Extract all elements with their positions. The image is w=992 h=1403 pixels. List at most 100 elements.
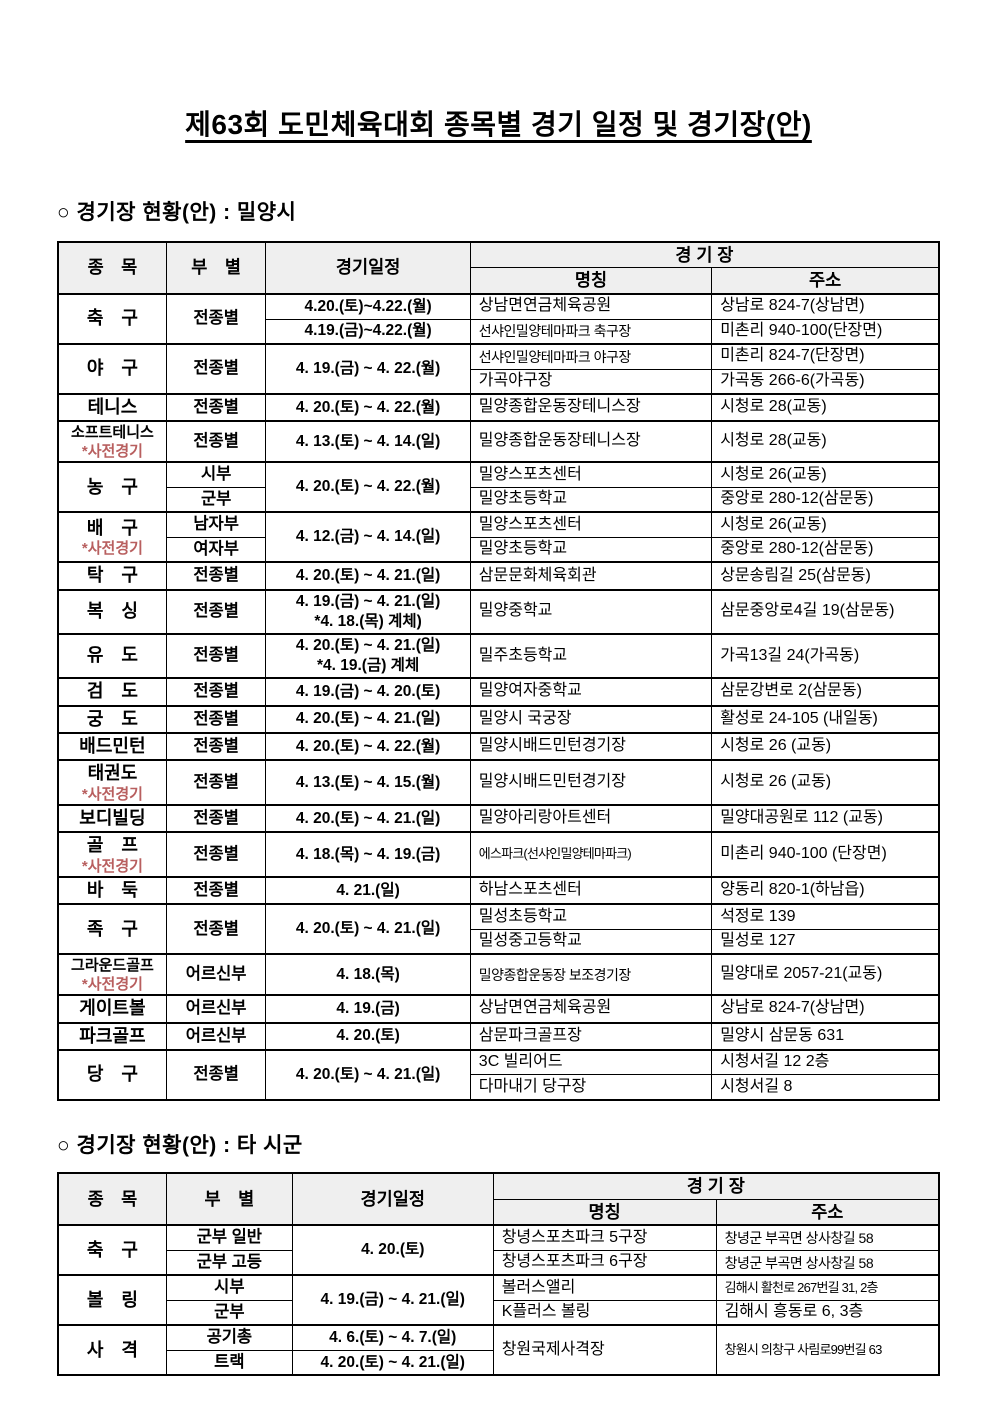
header-cell: 경 기 장 [492,1172,940,1200]
document-title-text: 제63회 도민체육대회 종목별 경기 일정 및 경기장(안) [185,109,812,140]
table-row: 트랙 4. 20.(토) ~ 4. 21.(일) [58,1349,939,1376]
table-row: 복 싱 전종별 4. 19.(금) ~ 4. 21.(일) *4. 18.(목) 계… [57,588,940,635]
schedule-cell: 4. 21.(일) [265,876,471,905]
schedule-cell: 4.19.(금)~4.22.(월) [265,318,471,345]
venue-address-cell: 시청로 26 (교동) [711,731,940,761]
sport-cell: 족 구 [57,903,167,955]
header-cell: 경기일정 [265,241,471,295]
schedule-cell: 4. 6.(토) ~ 4. 7.(일) [291,1324,494,1351]
division-cell: 트랙 [165,1349,293,1376]
venue-address-cell: 창원시 의창구 사림로99번길 63 [715,1324,940,1376]
table-body: 축 구 군부 일반 4. 20.(토) 창녕스포츠파크 5구장 창녕군 부곡면 상사창길… [57,1224,940,1376]
sport-cell: 축 구 [57,293,167,345]
venue-address-cell: 시청로 26 (교동) [711,759,940,806]
venue-address-cell: 미촌리 940-100(단장면) [711,318,940,345]
section-heading-other-cities: ○ 경기장 현황(안) : 타 시군 [57,1133,303,1157]
division-cell: 전종별 [165,343,267,395]
table-row: 사 격 공기총 4. 6.(토) ~ 4. 7.(일) 창원국제사격장 창원시 의창구 … [57,1324,940,1376]
venue-name-cell: 밀양시배드민턴경기장 [469,759,713,806]
sport-cell: 사 격 [57,1324,167,1376]
table-row: 4.19.(금)~4.22.(월) 선샤인밀양테마파크 축구장 미촌리 940-10… [58,318,940,345]
table-row: 당 구 전종별 4. 20.(토) ~ 4. 21.(일) 3C 빌리어드 시청서길 1… [57,1048,940,1101]
schedule-cell: 4. 20.(토) ~ 4. 21.(일) [291,1349,494,1376]
sport-cell: 바 둑 [57,876,167,905]
division-cell: 남자부 [165,511,267,538]
venue-name-cell: 밀성초등학교 [469,903,713,930]
venue-address-cell: 양동리 820-1(하남읍) [711,876,940,905]
division-cell: 전종별 [165,632,267,679]
sport-cell: 소프트테니스 *사전경기 [57,420,167,463]
schedule-cell: 4. 20.(토) [291,1224,494,1276]
division-cell: 전종별 [165,759,267,806]
venue-name-cell: 밀성중고등학교 [469,928,713,955]
division-cell: 전종별 [165,803,267,833]
document-title: 제63회 도민체육대회 종목별 경기 일정 및 경기장(안) [57,108,940,142]
header-cell: 주소 [711,267,940,296]
table-row: 명칭 주소 [58,267,940,296]
table-row: 배 구 *사전경기 남자부 4. 12.(금) ~ 4. 14.(일) 밀양스포츠센터 시… [57,511,940,563]
division-cell: 전종별 [165,561,267,591]
division-cell: 전종별 [165,588,267,635]
venue-name-cell: 밀양종합운동장 보조경기장 [469,953,713,996]
venue-name-cell: 밀양초등학교 [469,486,713,513]
pre-event-label: *사전경기 [81,857,143,875]
header-cell: 종 목 [57,1172,167,1226]
table-row: 농 구 시부 4. 20.(토) ~ 4. 22.(월) 밀양스포츠센터 시청로 26(… [57,461,940,513]
venue-name-cell: 하남스포츠센터 [469,876,713,905]
venue-address-cell: 밀양대공원로 112 (교동) [711,803,940,833]
schedule-cell: 4. 19.(금) [265,994,471,1024]
header-cell: 경기일정 [291,1172,494,1226]
section-heading-miryang: ○ 경기장 현황(안) : 밀양시 [57,200,297,224]
venue-address-cell: 활성로 24-105 (내일동) [711,704,940,734]
division-cell: 전종별 [165,393,267,422]
venue-name-cell: 삼문파크골프장 [469,1021,713,1051]
sport-cell: 테니스 [57,393,167,422]
schedule-cell: 4. 18.(목) ~ 4. 19.(금) [265,831,471,878]
venue-name-cell: 밀주초등학교 [469,632,713,679]
sport-cell: 배드민턴 [57,731,167,761]
schedule-cell: 4. 19.(금) ~ 4. 22.(월) [265,343,471,395]
header-cell: 부 별 [165,241,267,295]
venue-address-cell: 김해시 활천로 267번길 31, 2층 [715,1274,940,1301]
table-row: 배드민턴 전종별 4. 20.(토) ~ 4. 22.(월) 밀양시배드민턴경기장 시청… [57,731,940,761]
table-row: 바 둑 전종별 4. 21.(일) 하남스포츠센터 양동리 820-1(하남읍) [57,876,940,905]
sport-cell: 축 구 [57,1224,167,1276]
venue-address-cell: 밀양대로 2057-21(교동) [711,953,940,996]
venue-name-cell: 밀양중학교 [469,588,713,635]
schedule-cell: 4. 20.(토) ~ 4. 22.(월) [265,731,471,761]
schedule-cell: 4. 13.(토) ~ 4. 14.(일) [265,420,471,463]
division-cell: 공기총 [165,1324,293,1351]
table-row: 게이트볼 어르신부 4. 19.(금) 상남면연금체육공원 상남로 824-7(상남면) [57,994,940,1024]
sport-cell: 유 도 [57,632,167,679]
table-row: 볼 링 시부 4. 19.(금) ~ 4. 21.(일) 볼러스앨리 김해시 활천로 2… [57,1274,940,1326]
venue-address-cell: 상남로 824-7(상남면) [711,994,940,1024]
division-cell: 군부 일반 [165,1224,293,1251]
sport-cell: 태권도 *사전경기 [57,759,167,806]
table-row: 밀성중고등학교 밀성로 127 [58,928,940,955]
venue-address-cell: 미촌리 824-7(단장면) [711,343,940,370]
venue-address-cell: 석정로 139 [711,903,940,930]
table-row: 다마내기 당구장 시청서길 8 [58,1074,940,1101]
venue-name-cell: 창녕스포츠파크 6구장 [492,1249,717,1276]
schedule-cell: 4.20.(토)~4.22.(월) [265,293,471,320]
venue-address-cell: 창녕군 부곡면 상사창길 58 [715,1224,940,1251]
venue-address-cell: 시청로 28(교동) [711,420,940,463]
table-row: 족 구 전종별 4. 20.(토) ~ 4. 21.(일) 밀성초등학교 석정로 139 [57,903,940,955]
table-row: 야 구 전종별 4. 19.(금) ~ 4. 22.(월) 선샤인밀양테마파크 야구장… [57,343,940,395]
schedule-cell: 4. 13.(토) ~ 4. 15.(월) [265,759,471,806]
venue-address-cell: 삼문강변로 2(삼문동) [711,677,940,707]
header-cell: 종 목 [57,241,167,295]
venue-name-cell: 상남면연금체육공원 [469,293,713,320]
schedule-cell: 4. 19.(금) ~ 4. 20.(토) [265,677,471,707]
division-cell: 전종별 [165,677,267,707]
division-cell: 전종별 [165,704,267,734]
venue-name-cell: 밀양시배드민턴경기장 [469,731,713,761]
table-row: 검 도 전종별 4. 19.(금) ~ 4. 20.(토) 밀양여자중학교 삼문강변로 … [57,677,940,707]
venue-name-cell: 선샤인밀양테마파크 야구장 [469,343,713,370]
sport-cell: 볼 링 [57,1274,167,1326]
division-cell: 군부 [165,486,267,513]
